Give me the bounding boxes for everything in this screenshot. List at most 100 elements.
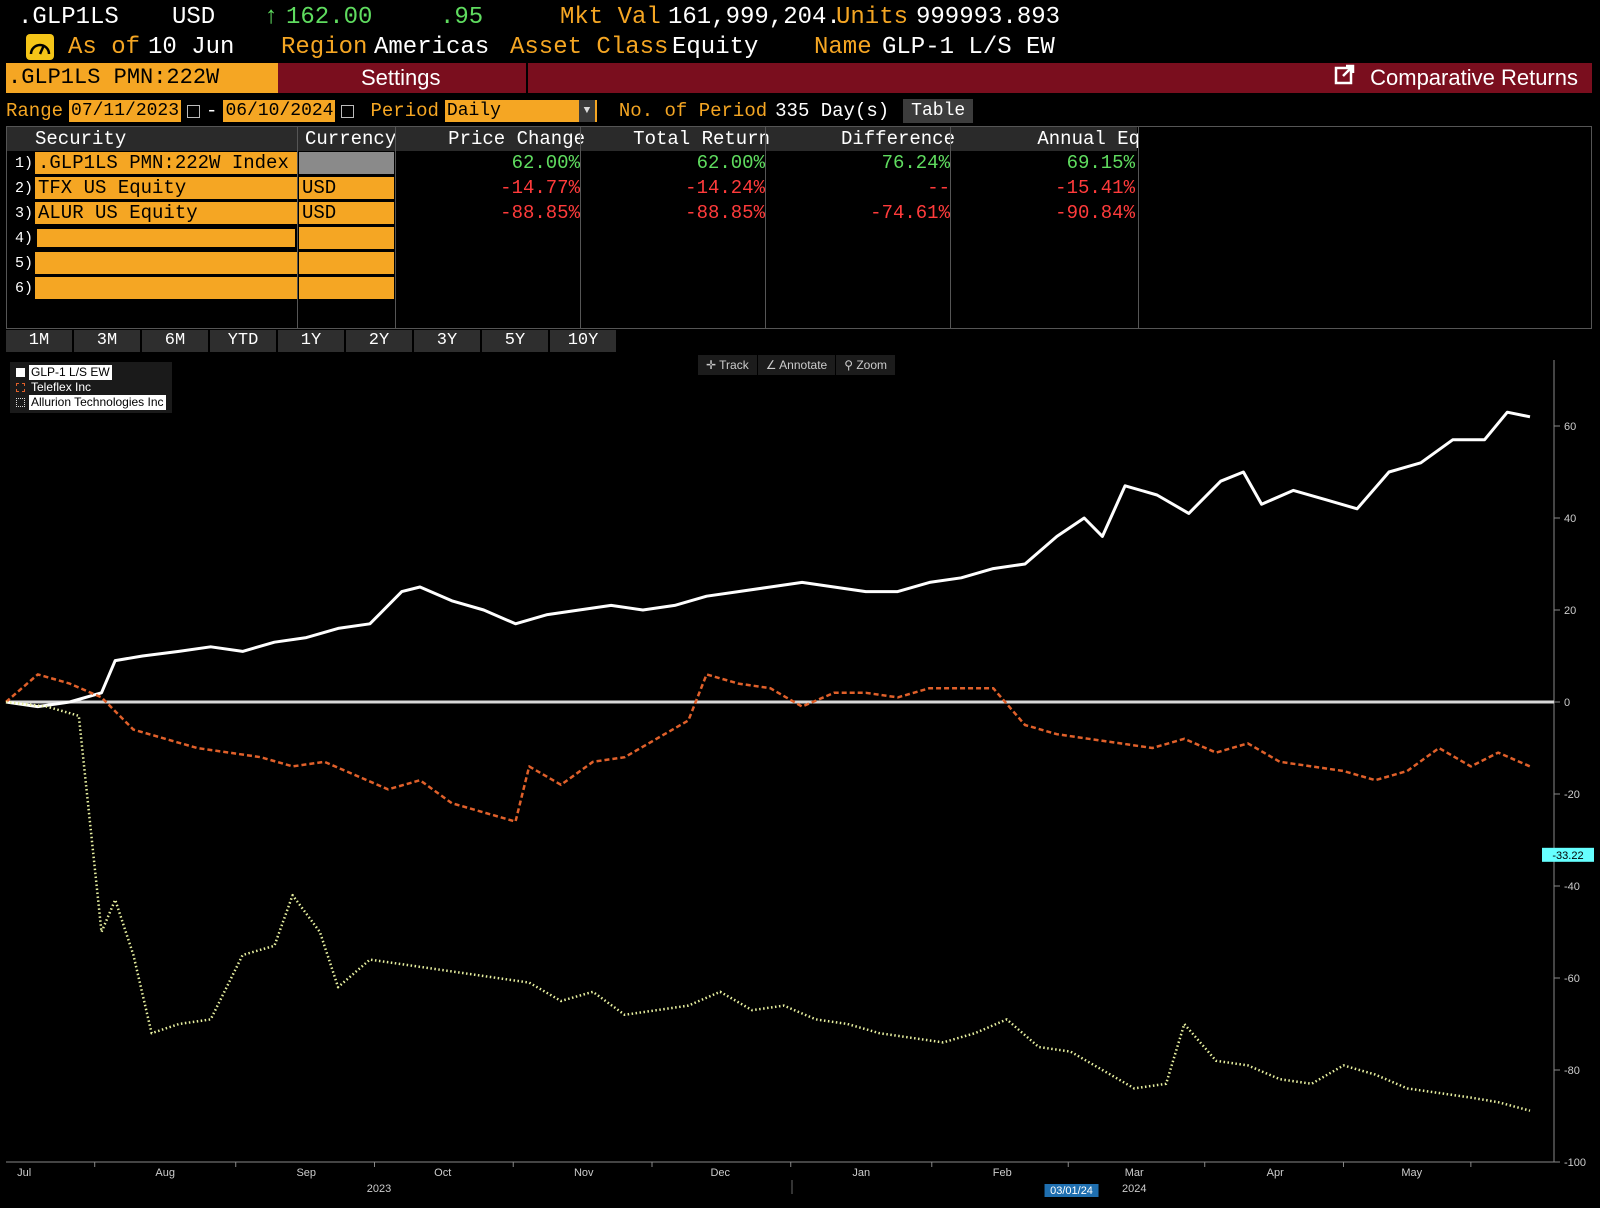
annual-eq-value: 69.15% <box>1066 152 1135 174</box>
row-number: 4) <box>14 230 33 247</box>
security-input[interactable] <box>35 252 297 274</box>
currency: USD <box>172 3 216 31</box>
period-button-5y[interactable]: 5Y <box>482 330 548 352</box>
region: Americas <box>374 33 490 61</box>
difference-value: 76.24% <box>881 152 950 174</box>
end-date-input[interactable]: 06/10/2024 <box>223 100 336 122</box>
range-label: Range <box>6 100 64 122</box>
y-tick-label: -40 <box>1564 881 1580 893</box>
legend-item[interactable]: Teleflex Inc <box>16 380 166 395</box>
returns-chart[interactable]: 60 40 20 0 -20 -40 -60 -80 -100 Jul Aug Sep Oct Nov De… <box>0 360 1600 1200</box>
calendar-icon[interactable] <box>341 104 355 118</box>
y-tick-label: 40 <box>1564 513 1576 525</box>
currency-input[interactable]: USD <box>299 202 394 224</box>
currency-input[interactable] <box>299 277 394 299</box>
security-input[interactable]: .GLP1LS PMN:222W Index <box>35 152 297 174</box>
start-date-input[interactable]: 07/11/2023 <box>69 100 182 122</box>
track-tool[interactable]: ✛ Track <box>698 355 758 375</box>
mkt-val-label: Mkt Val <box>560 3 661 31</box>
comparative-returns-label: Comparative Returns <box>1370 65 1578 90</box>
portfolio-name: GLP-1 L/S EW <box>882 33 1055 61</box>
settings-button[interactable]: Settings <box>361 65 441 90</box>
period-button-2y[interactable]: 2Y <box>346 330 412 352</box>
column-divider <box>950 127 951 328</box>
col-total-return[interactable]: Total Return <box>633 128 770 150</box>
column-divider <box>395 127 396 328</box>
col-security[interactable]: Security <box>35 128 127 150</box>
column-divider <box>580 127 581 328</box>
currency-input[interactable] <box>299 252 394 274</box>
period-button-1y[interactable]: 1Y <box>278 330 344 352</box>
legend-label: GLP-1 L/S EW <box>29 365 112 380</box>
period-button-10y[interactable]: 10Y <box>550 330 616 352</box>
difference-value: -- <box>927 177 950 199</box>
col-difference[interactable]: Difference <box>840 128 955 150</box>
period-button-6m[interactable]: 6M <box>142 330 208 352</box>
as-of-label: As of <box>68 33 141 61</box>
legend-item[interactable]: GLP-1 L/S EW <box>16 365 166 380</box>
currency-input[interactable]: USD <box>299 177 394 199</box>
row-number: 2) <box>14 180 33 197</box>
x-tick-label: Nov <box>574 1167 594 1179</box>
column-divider <box>1138 127 1139 328</box>
magnifier-icon: ⚲ <box>844 358 857 372</box>
period-button-1m[interactable]: 1M <box>6 330 72 352</box>
x-tick-label: Aug <box>155 1167 175 1179</box>
range-controls: Range 07/11/2023 - 06/10/2024 Period Dai… <box>6 98 974 124</box>
series-line-allurion <box>5 700 1531 1112</box>
period-button-3y[interactable]: 3Y <box>414 330 480 352</box>
period-button-3m[interactable]: 3M <box>74 330 140 352</box>
calendar-icon[interactable] <box>187 104 201 118</box>
pencil-icon: ∠ <box>765 358 780 372</box>
asset-class-label: Asset Class <box>510 33 669 61</box>
x-tick-label: Apr <box>1267 1167 1284 1179</box>
difference-value: -74.61% <box>870 202 950 224</box>
cursor-date-box <box>1044 1184 1099 1197</box>
asset-class: Equity <box>672 33 759 61</box>
period-button-ytd[interactable]: YTD <box>210 330 276 352</box>
up-arrow-icon: ↑ <box>264 3 279 31</box>
track-label: Track <box>719 358 749 372</box>
annual-eq-value: -90.84% <box>1055 202 1135 224</box>
dropdown-arrow-icon: ▼ <box>578 100 595 122</box>
security-input[interactable] <box>35 277 297 299</box>
legend-label: Teleflex Inc <box>31 380 92 394</box>
legend-item[interactable]: Allurion Technologies Inc <box>16 395 166 410</box>
period-buttons: 1M 3M 6M YTD 1Y 2Y 3Y 5Y 10Y <box>6 330 616 352</box>
row-number: 5) <box>14 255 33 272</box>
region-label: Region <box>281 33 368 61</box>
security-tab[interactable]: .GLP1LS PMN:222W Index <box>6 63 278 93</box>
cursor-value-box <box>1542 847 1594 862</box>
speedometer-icon[interactable] <box>26 34 54 60</box>
ticker[interactable]: .GLP1LS <box>18 3 119 31</box>
security-input[interactable]: TFX US Equity <box>35 177 297 199</box>
x-tick-label: Jul <box>17 1167 31 1179</box>
currency-input[interactable] <box>299 227 394 249</box>
period-value: Daily <box>446 101 501 121</box>
zoom-tool[interactable]: ⚲ Zoom <box>836 355 897 375</box>
external-link-icon <box>1334 63 1356 93</box>
currency-input[interactable] <box>299 152 394 174</box>
table-button[interactable]: Table <box>903 99 974 123</box>
num-periods: 335 Day(s) <box>775 100 890 122</box>
legend-swatch <box>16 398 25 407</box>
col-price-change[interactable]: Price Change <box>448 128 585 150</box>
period-label: Period <box>370 100 439 122</box>
col-currency[interactable]: Currency <box>305 128 397 150</box>
units-label: Units <box>836 3 909 31</box>
x-tick-label: Oct <box>434 1167 451 1179</box>
security-input[interactable]: ALUR US Equity <box>35 202 297 224</box>
y-tick-label: -80 <box>1564 1065 1580 1077</box>
y-tick-label: 60 <box>1564 421 1576 433</box>
price-change-value: -88.85% <box>500 202 580 224</box>
cursor-date-label: 03/01/24 <box>1050 1185 1093 1197</box>
x-tick-label: Mar <box>1125 1167 1144 1179</box>
chart-legend: GLP-1 L/S EW Teleflex Inc Allurion Technol… <box>10 362 172 413</box>
x-tick-label: May <box>1401 1167 1422 1179</box>
crosshair-icon: ✛ <box>706 358 720 372</box>
col-annual-eq[interactable]: Annual Eq <box>1037 128 1140 150</box>
security-input[interactable] <box>35 227 297 249</box>
annotate-tool[interactable]: ∠ Annotate <box>758 355 837 375</box>
period-select[interactable]: Daily ▼ <box>444 100 597 122</box>
comparative-returns-button[interactable]: Comparative Returns <box>1334 63 1578 93</box>
